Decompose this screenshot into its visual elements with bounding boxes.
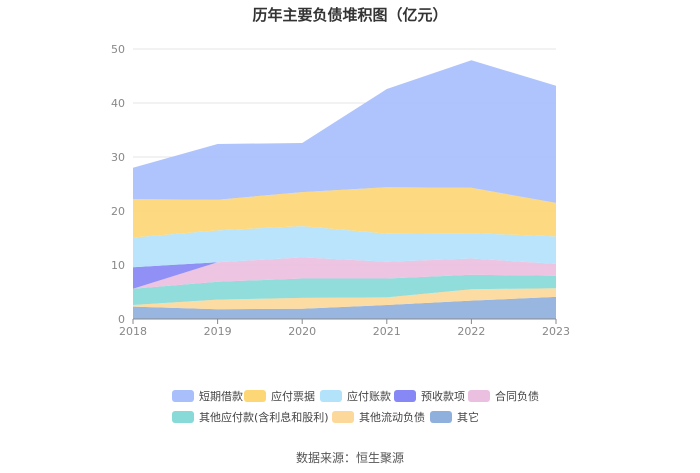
legend-label: 合同负债 (495, 390, 539, 403)
legend-label: 预收款项 (421, 390, 465, 403)
legend-item-1[interactable]: 应付票据 (244, 388, 315, 404)
y-tick-label-10: 10 (111, 259, 125, 272)
area-layer (133, 60, 556, 319)
area-series-1 (133, 288, 556, 310)
x-tick-label-2022: 2022 (457, 325, 485, 338)
x-tick-label-2020: 2020 (288, 325, 316, 338)
y-tick-label-0: 0 (118, 313, 125, 326)
legend-swatch (172, 390, 194, 402)
area-series-2 (133, 274, 556, 305)
area-series-3 (133, 257, 556, 289)
legend-item-2[interactable]: 应付账款 (320, 388, 391, 404)
legend-label: 应付票据 (271, 390, 315, 403)
x-tick-label-2018: 2018 (119, 325, 147, 338)
legend-swatch (394, 390, 416, 402)
y-tick-label-40: 40 (111, 97, 125, 110)
x-tick-label-2019: 2019 (204, 325, 232, 338)
legend-item-7[interactable]: 其它 (430, 409, 479, 425)
legend-label: 其它 (457, 411, 479, 424)
y-tick-label-50: 50 (111, 43, 125, 56)
legend-item-6[interactable]: 其他流动负债 (332, 409, 425, 425)
y-tick-label-30: 30 (111, 151, 125, 164)
legend-label: 短期借款 (199, 390, 243, 403)
y-tick-label-20: 20 (111, 205, 125, 218)
legend-item-0[interactable]: 短期借款 (172, 388, 243, 404)
area-series-6 (133, 187, 556, 238)
area-series-5 (133, 226, 556, 268)
legend-swatch (244, 390, 266, 402)
area-series-0 (133, 296, 556, 319)
legend-item-4[interactable]: 合同负债 (468, 388, 539, 404)
legend-item-3[interactable]: 预收款项 (394, 388, 465, 404)
legend-item-5[interactable]: 其他应付款(含利息和股利) (172, 409, 329, 425)
legend-swatch (468, 390, 490, 402)
legend-label: 其他应付款(含利息和股利) (199, 411, 329, 424)
legend-swatch (332, 411, 354, 423)
area-series-7 (133, 60, 556, 203)
source-label: 数据来源：恒生聚源 (295, 451, 404, 465)
legend-label: 其他流动负债 (359, 411, 425, 424)
legend-swatch (430, 411, 452, 423)
x-tick-label-2023: 2023 (542, 325, 570, 338)
legend-swatch (320, 390, 342, 402)
axis-layer: 0 10 20 30 40 50 2018 2019 2020 2021 2022 2023 (111, 43, 570, 338)
x-tick-label-2021: 2021 (373, 325, 401, 338)
legend-swatch (172, 411, 194, 423)
legend-label: 应付账款 (347, 390, 391, 403)
chart-title: 历年主要负债堆积图（亿元） (252, 6, 448, 24)
